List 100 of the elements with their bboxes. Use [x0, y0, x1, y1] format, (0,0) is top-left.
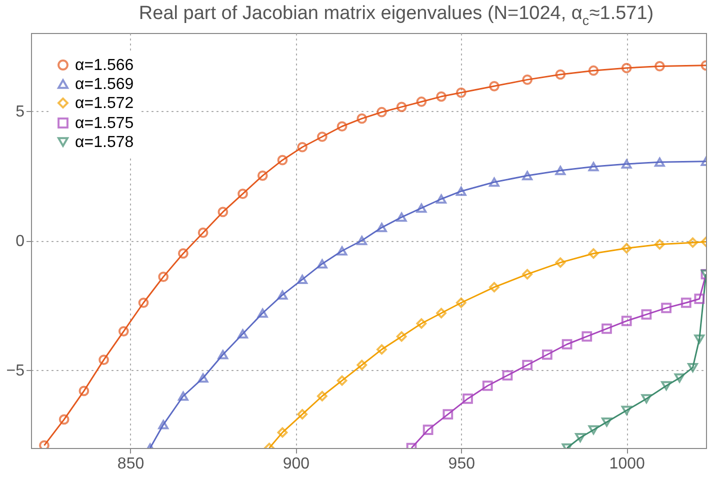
y-tick-label: 5 [16, 103, 25, 120]
point [356, 236, 368, 246]
point [602, 324, 612, 334]
point [178, 392, 188, 401]
legend-label: α=1.578 [75, 134, 134, 151]
point [336, 121, 348, 132]
point [396, 212, 407, 222]
point [436, 194, 446, 204]
point [582, 331, 592, 342]
point [489, 282, 500, 292]
point [198, 373, 208, 383]
point [688, 362, 698, 372]
point [336, 246, 348, 256]
point [376, 222, 387, 232]
point [661, 381, 672, 390]
point [555, 257, 566, 268]
point [118, 326, 129, 336]
point [661, 302, 672, 314]
point [555, 69, 566, 80]
point [674, 373, 685, 383]
point [456, 87, 466, 98]
legend-label: α=1.566 [75, 57, 134, 74]
point [316, 390, 328, 402]
point [654, 61, 665, 72]
point [654, 158, 665, 167]
point [316, 259, 328, 268]
point [416, 318, 427, 329]
point [442, 409, 454, 420]
point [482, 380, 493, 391]
point [257, 308, 268, 318]
legend-label: α=1.575 [75, 115, 134, 132]
point [522, 269, 533, 280]
point [198, 228, 208, 238]
point [542, 349, 552, 360]
point [602, 417, 612, 427]
point [218, 206, 228, 218]
point [588, 425, 599, 434]
point [39, 440, 50, 448]
point [621, 243, 632, 254]
point [356, 113, 368, 124]
legend-label: α=1.572 [75, 95, 134, 112]
point [257, 170, 268, 181]
x-tick-label: 1000 [609, 456, 645, 472]
point [98, 354, 109, 365]
point [621, 159, 632, 169]
y-tick-label: 0 [16, 233, 25, 250]
point [336, 375, 348, 386]
x-tick-label: 850 [117, 456, 144, 472]
point [158, 272, 169, 282]
point [522, 74, 533, 85]
point [58, 414, 70, 425]
point [621, 62, 632, 74]
point [416, 203, 427, 213]
point [489, 80, 500, 92]
point [575, 433, 586, 442]
point [522, 360, 533, 370]
point [376, 344, 387, 355]
point [277, 290, 288, 300]
x-tick-label: 900 [282, 456, 310, 472]
point [396, 331, 407, 342]
point [277, 427, 288, 438]
point [694, 294, 705, 304]
point [694, 334, 705, 344]
point [376, 106, 387, 118]
legend-label: α=1.569 [75, 76, 134, 93]
point [562, 339, 572, 350]
point [588, 162, 599, 172]
y-tick-label: −5 [6, 362, 25, 380]
point [588, 65, 599, 76]
point [641, 394, 652, 404]
point [178, 248, 188, 259]
point [588, 248, 599, 259]
point [688, 237, 698, 248]
point [621, 316, 632, 326]
point [396, 102, 407, 112]
point [621, 406, 632, 416]
point [456, 186, 466, 196]
point [422, 424, 434, 436]
point [138, 298, 149, 308]
point [436, 308, 446, 318]
point [297, 274, 308, 284]
point [654, 239, 665, 250]
point [522, 171, 533, 180]
point [238, 188, 248, 199]
point [436, 91, 446, 102]
point [238, 329, 248, 338]
point [218, 350, 228, 360]
point [489, 178, 500, 187]
point [356, 360, 368, 370]
x-tick-label: 950 [448, 456, 476, 472]
point [680, 298, 692, 308]
point [462, 394, 473, 404]
point [78, 386, 90, 396]
point [158, 420, 169, 430]
point [297, 409, 308, 420]
point [456, 298, 466, 308]
point [316, 132, 328, 142]
point [297, 142, 308, 152]
point [555, 166, 566, 176]
point [502, 370, 513, 381]
